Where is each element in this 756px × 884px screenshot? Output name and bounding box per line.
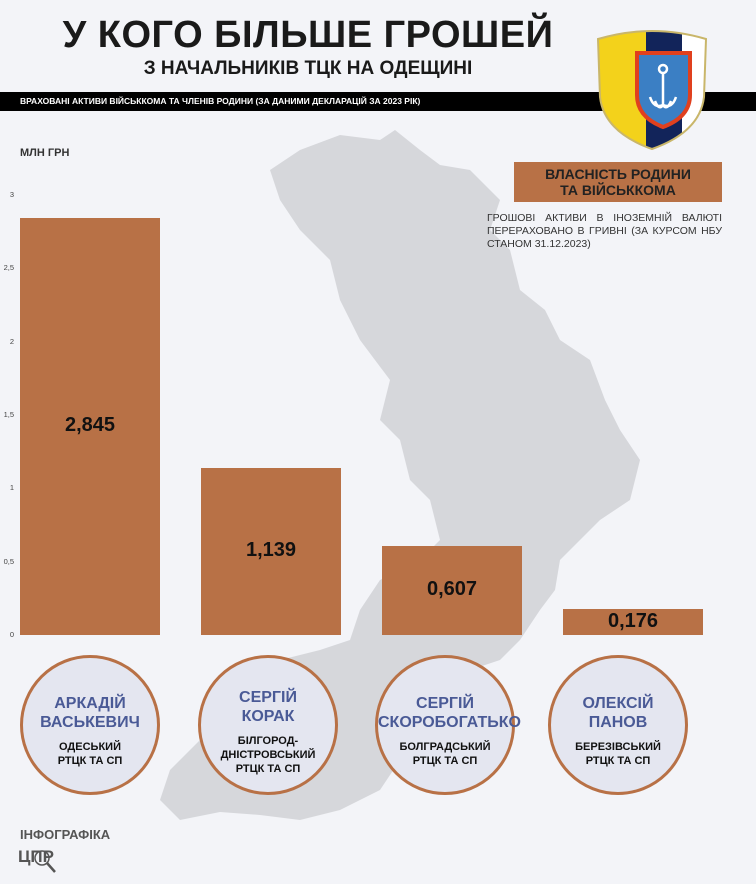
info-band: ВРАХОВАНІ АКТИВИ ВІЙСЬККОМА ТА ЧЛЕНІВ РО… xyxy=(0,92,756,111)
odesa-coat-of-arms-icon xyxy=(596,30,708,151)
y-tick-label: 2 xyxy=(9,336,14,346)
person-card: СЕРГІЙ КОРАК БІЛГОРОД- ДНІСТРОВСЬКИЙ РТЦК ТА… xyxy=(198,655,338,795)
person-name: СЕРГІЙ КОРАК xyxy=(239,689,297,725)
y-tick-label: 0 xyxy=(9,630,14,639)
legend-label-line1: ВЛАСНІСТЬ РОДИНИ xyxy=(545,166,691,182)
y-axis-label: МЛН ГРН xyxy=(20,147,70,159)
person-unit: ОДЕСЬКИЙ РТЦК ТА СП xyxy=(57,741,123,767)
legend-label-line2: ТА ВІЙСЬККОМА xyxy=(560,182,676,198)
person-card: СЕРГІЙ СКОРОБОГАТЬКО БОЛГРАДСЬКИЙ РТЦК ТА С… xyxy=(375,655,521,795)
person-unit: БЕРЕЗІВСЬКИЙ РТЦК ТА СП xyxy=(575,741,661,767)
person-unit: БІЛГОРОД- ДНІСТРОВСЬКИЙ РТЦК ТА СП xyxy=(220,735,316,775)
cpr-logo: ЦПР xyxy=(18,847,56,873)
band-text: ВРАХОВАНІ АКТИВИ ВІЙСЬККОМА ТА ЧЛЕНІВ РО… xyxy=(20,96,421,106)
bar-data-label: 0,176 xyxy=(607,610,659,633)
y-tick-label: 2,5 xyxy=(3,263,14,273)
page-title: У КОГО БІЛЬШЕ ГРОШЕЙ xyxy=(62,14,554,56)
person-name: СЕРГІЙ СКОРОБОГАТЬКО xyxy=(378,695,521,731)
bar-data-label: 2,845 xyxy=(64,414,116,437)
person-card: АРКАДІЙ ВАСЬКЕВИЧ ОДЕСЬКИЙ РТЦК ТА СП xyxy=(20,655,160,795)
currency-note: ГРОШОВІ АКТИВИ В ІНОЗЕМНІЙ ВАЛЮТІ ПЕРЕРА… xyxy=(487,212,722,250)
y-tick-label: 0,5 xyxy=(3,556,14,566)
bar-data-label: 0,607 xyxy=(426,578,478,601)
y-tick-label: 1,5 xyxy=(3,410,14,419)
bar xyxy=(563,609,703,635)
y-tick-label: 3 xyxy=(9,190,14,199)
footer-label: ІНФОГРАФІКА xyxy=(20,827,111,842)
bar xyxy=(382,545,522,635)
person-name: АРКАДІЙ ВАСЬКЕВИЧ xyxy=(40,695,140,731)
page-subtitle: З НАЧАЛЬНИКІВ ТЦК НА ОДЕЩИНІ xyxy=(143,58,473,79)
person-card: ОЛЕКСІЙ ПАНОВ БЕРЕЗІВСЬКИЙ РТЦК ТА СП xyxy=(548,655,688,795)
bar xyxy=(201,467,341,635)
person-name: ОЛЕКСІЙ ПАНОВ xyxy=(582,695,654,731)
bar xyxy=(20,217,160,635)
bar-data-label: 1,139 xyxy=(245,539,297,562)
person-unit: БОЛГРАДСЬКИЙ РТЦК ТА СП xyxy=(399,741,491,767)
legend-item: ВЛАСНІСТЬ РОДИНИ ТА ВІЙСЬККОМА xyxy=(514,162,722,202)
y-tick-label: 1 xyxy=(9,483,14,493)
